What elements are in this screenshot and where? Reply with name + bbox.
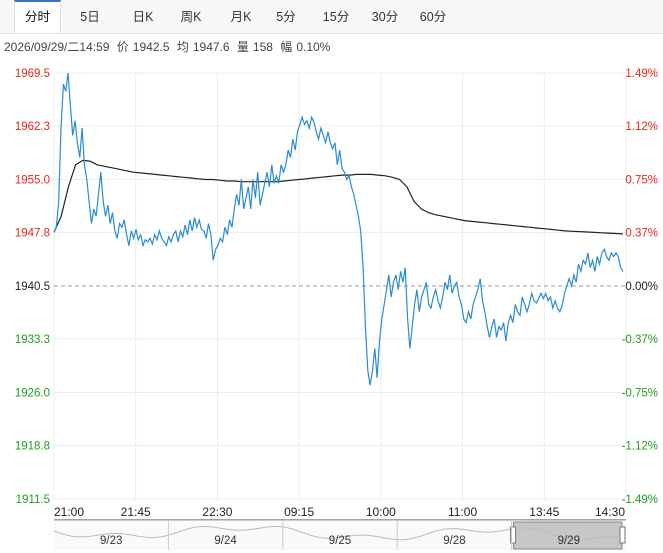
pct-tick-label: 0.37%	[625, 227, 658, 239]
tab-0[interactable]: 分时	[14, 0, 61, 33]
x-tick-label: 22:30	[202, 505, 232, 519]
price-label: 价	[116, 40, 129, 54]
navigator-handle-left[interactable]	[510, 526, 517, 544]
avg-value: 1947.6	[192, 40, 230, 54]
pct-tick-label: -0.75%	[622, 388, 658, 400]
y-tick-label: 1918.8	[15, 440, 50, 452]
price-value: 1942.5	[132, 40, 170, 54]
x-tick-label: 13:45	[529, 505, 559, 519]
y-tick-label: 1926.0	[15, 388, 50, 400]
tab-3[interactable]: 周K	[180, 10, 202, 24]
y-tick-label: 1911.5	[16, 494, 50, 506]
amplitude-value: 0.10%	[296, 40, 331, 54]
pct-tick-label: 1.12%	[625, 121, 658, 133]
pct-tick-label: 0.75%	[625, 175, 658, 187]
navigator-date-label: 9/24	[214, 535, 237, 547]
navigator-date-label: 9/29	[558, 535, 580, 547]
tab-8[interactable]: 60分	[419, 10, 447, 24]
pct-tick-label: -0.37%	[622, 334, 658, 346]
volume-value: 158	[252, 40, 273, 54]
x-tick-label: 11:00	[448, 505, 477, 519]
x-tick-label: 14:30	[595, 505, 625, 519]
price-line	[53, 72, 624, 386]
tab-5[interactable]: 5分	[276, 10, 296, 24]
y-tick-label: 1940.5	[15, 281, 50, 293]
navigator-date-label: 9/25	[329, 535, 351, 547]
tab-7[interactable]: 30分	[371, 10, 399, 24]
datetime-value: 2026/09/29/二14:59	[4, 40, 110, 54]
pct-tick-label: -1.12%	[622, 440, 658, 452]
y-tick-label: 1962.3	[15, 121, 50, 133]
average-line	[53, 159, 624, 235]
pct-tick-label: 1.49%	[625, 68, 658, 80]
pct-tick-label: -1.49%	[622, 494, 658, 506]
x-tick-label: 09:15	[284, 505, 314, 519]
volume-label: 量	[236, 40, 249, 54]
y-tick-label: 1955.0	[15, 175, 50, 187]
tab-2[interactable]: 日K	[132, 10, 154, 24]
navigator-date-label: 9/23	[100, 535, 122, 547]
quote-info-bar: 2026/09/29/二14:59 价 1942.5 均 1947.6 量 158 幅…	[4, 38, 334, 56]
avg-label: 均	[176, 40, 189, 54]
pct-tick-label: 0.00%	[625, 281, 658, 293]
y-tick-label: 1933.3	[15, 334, 50, 346]
intraday-chart[interactable]: 1969.5 1.49% 1962.3 1.12% 1955.0 0.75% 1947.8 0…	[0, 56, 663, 549]
navigator-date-label: 9/28	[443, 535, 465, 547]
x-tick-label: 21:00	[54, 505, 84, 519]
navigator-handle-right[interactable]	[619, 526, 626, 544]
x-tick-label: 10:00	[366, 505, 396, 519]
y-tick-label: 1969.5	[15, 68, 50, 80]
amplitude-label: 幅	[280, 40, 293, 54]
y-tick-label: 1947.8	[15, 227, 50, 239]
tab-4[interactable]: 月K	[230, 10, 252, 24]
time-navigator[interactable]: 9/23 9/24 9/25 9/28 9/29	[53, 520, 627, 550]
x-tick-label: 21:45	[121, 505, 151, 519]
period-tabs: 分时 5日 日K 周K 月K 5分 15分 30分 60分	[0, 0, 663, 34]
tab-6[interactable]: 15分	[322, 10, 350, 24]
tab-1[interactable]: 5日	[80, 10, 100, 24]
